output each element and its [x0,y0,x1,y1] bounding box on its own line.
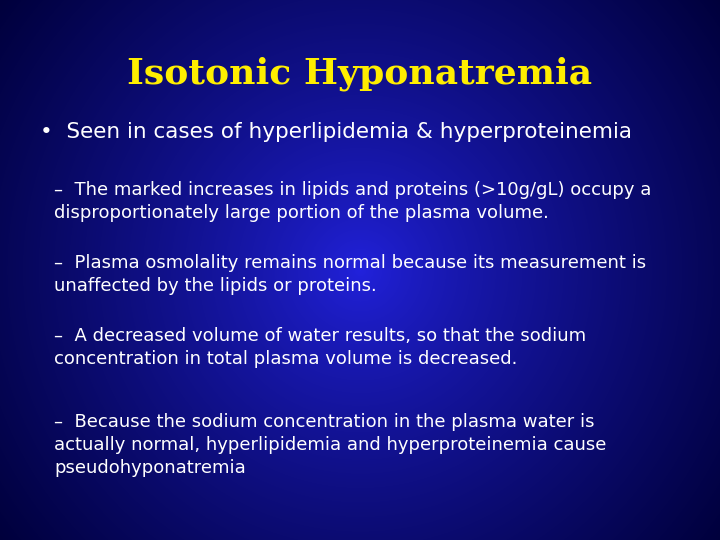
Text: –  Plasma osmolality remains normal because its measurement is
unaffected by the: – Plasma osmolality remains normal becau… [54,254,646,295]
Text: •  Seen in cases of hyperlipidemia & hyperproteinemia: • Seen in cases of hyperlipidemia & hype… [40,122,631,141]
Text: Isotonic Hyponatremia: Isotonic Hyponatremia [127,57,593,91]
Text: –  Because the sodium concentration in the plasma water is
actually normal, hype: – Because the sodium concentration in th… [54,413,606,477]
Text: –  The marked increases in lipids and proteins (>10g/gL) occupy a
disproportiona: – The marked increases in lipids and pro… [54,181,652,222]
Text: –  A decreased volume of water results, so that the sodium
concentration in tota: – A decreased volume of water results, s… [54,327,586,368]
